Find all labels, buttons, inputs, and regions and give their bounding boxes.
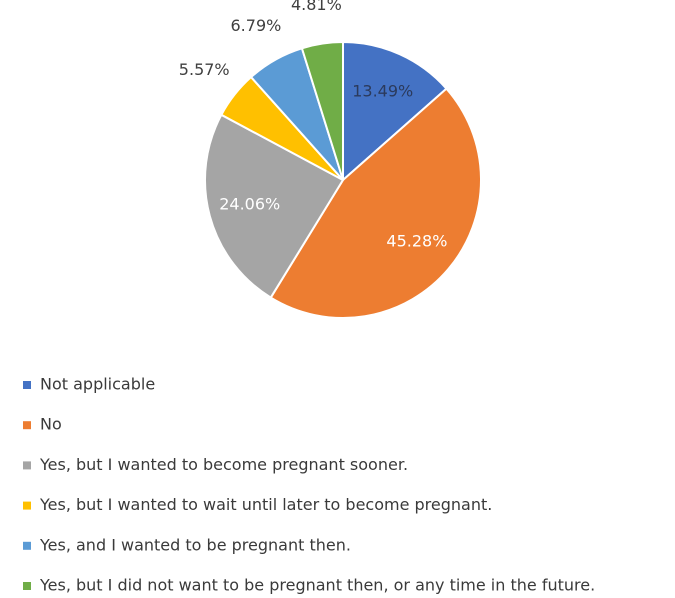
- legend-swatch: [23, 421, 31, 430]
- legend-swatch: [23, 501, 31, 510]
- legend-label: Yes, but I did not want to be pregnant t…: [39, 576, 595, 595]
- legend-label: Yes, but I wanted to become pregnant soo…: [39, 455, 408, 474]
- data-label: 13.49%: [352, 81, 413, 100]
- pie-slice: [342, 40, 448, 183]
- data-label: 45.28%: [386, 232, 447, 251]
- legend-swatch: [23, 381, 31, 389]
- legend-label: Yes, and I wanted to be pregnant then.: [39, 535, 351, 554]
- pie-slice: [269, 87, 482, 319]
- pie-slice: [300, 40, 344, 181]
- data-label: 5.57%: [179, 60, 230, 79]
- data-label: 24.06%: [219, 195, 280, 214]
- data-label: 6.79%: [231, 16, 282, 35]
- legend-label: Yes, but I wanted to wait until later to…: [39, 495, 492, 514]
- pie-slice: [204, 113, 345, 299]
- legend-swatch: [23, 461, 31, 470]
- legend-swatch: [23, 541, 31, 550]
- data-label: 4.81%: [291, 0, 342, 14]
- legend-label: Not applicable: [40, 375, 155, 394]
- legend-swatch: [23, 582, 31, 590]
- legend-label: No: [40, 415, 62, 434]
